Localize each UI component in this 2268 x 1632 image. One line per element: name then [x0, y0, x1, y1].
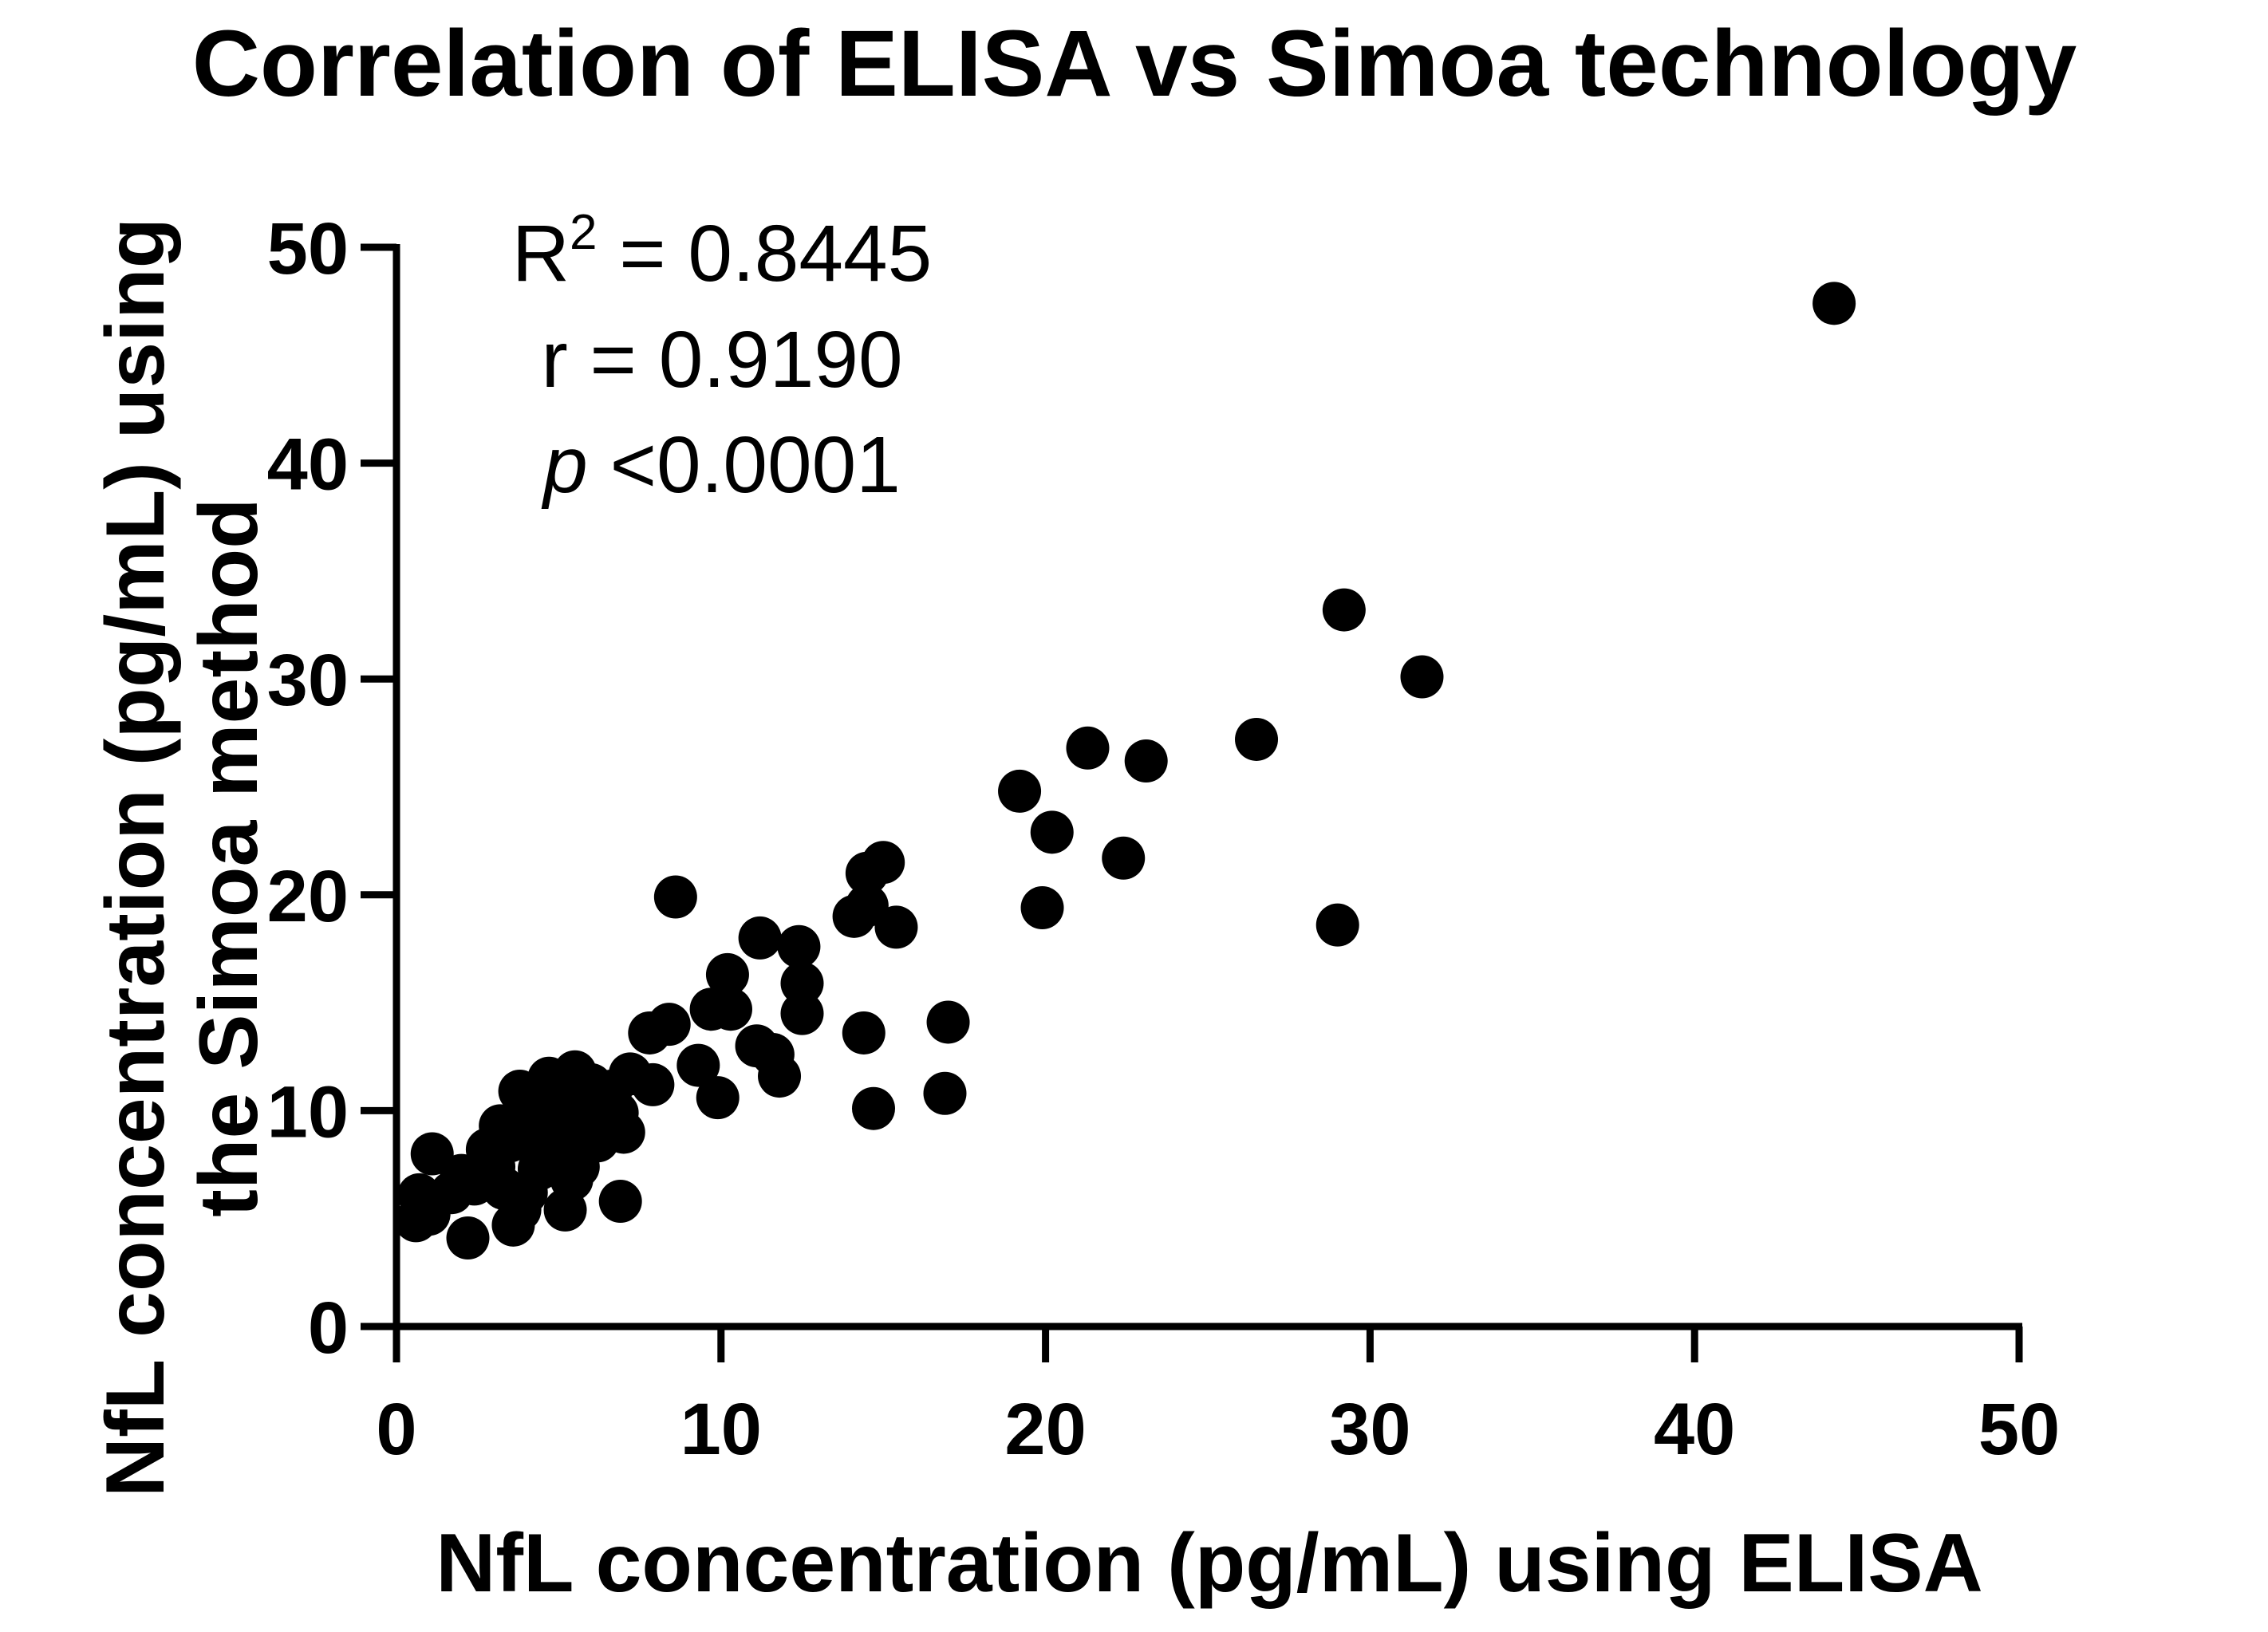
data-point [1322, 588, 1366, 632]
data-point [842, 1011, 886, 1054]
data-point [696, 1076, 740, 1120]
r2-prefix: R [512, 209, 570, 298]
data-point [845, 851, 889, 895]
y-tick-label: 0 [308, 1287, 349, 1369]
r2-superscript: 2 [570, 205, 597, 260]
data-point [1124, 739, 1168, 783]
r2-value: = 0.8445 [597, 209, 932, 298]
data-point [628, 1011, 672, 1054]
data-point [491, 1203, 535, 1247]
data-point [394, 1199, 438, 1243]
chart-title: Correlation of ELISA vs Simoa technology [192, 11, 2077, 116]
data-point [676, 1043, 720, 1087]
data-points [394, 282, 1856, 1260]
y-tick-label: 50 [267, 208, 349, 290]
data-point [738, 916, 782, 960]
data-point [758, 1054, 802, 1098]
x-tick-label: 50 [1978, 1389, 2060, 1470]
axes-layer [392, 244, 2022, 1330]
data-point [780, 961, 824, 1005]
data-point [851, 1086, 895, 1130]
x-tick-label: 0 [376, 1389, 416, 1470]
x-tick-label: 10 [680, 1389, 762, 1470]
data-point [595, 1091, 639, 1135]
data-point [926, 1000, 970, 1044]
data-point [735, 1024, 779, 1068]
data-point [598, 1180, 642, 1224]
p-symbol: p [541, 420, 588, 510]
x-tick-label: 30 [1329, 1389, 1410, 1470]
data-point [498, 1070, 542, 1114]
data-point [1235, 717, 1279, 761]
ticks-layer: 0 10 20 30 40 50 0 10 20 30 40 50 [267, 208, 2061, 1470]
data-point [1020, 886, 1064, 930]
p-value: <0.0001 [588, 420, 901, 510]
y-tick-label: 10 [267, 1071, 349, 1153]
data-point [446, 1216, 490, 1260]
data-point [1315, 903, 1359, 947]
data-point [410, 1132, 454, 1176]
x-tick-label: 20 [1004, 1389, 1086, 1470]
y-axis-label-line1: NfL concentration (pg/mL) using [89, 218, 182, 1497]
data-point [689, 987, 733, 1031]
y-tick-label: 40 [267, 424, 349, 506]
data-point [998, 769, 1042, 813]
data-point [1102, 836, 1146, 880]
data-point [845, 884, 889, 928]
r-squared-annotation: R2 = 0.8445 [512, 205, 933, 298]
p-value-annotation: p <0.0001 [541, 420, 901, 510]
pearson-r-annotation: r = 0.9190 [541, 315, 902, 404]
y-tick-label: 30 [267, 640, 349, 721]
data-point [777, 924, 821, 968]
x-axis-label: NfL concentration (pg/mL) using ELISA [436, 1517, 1982, 1610]
data-point [543, 1188, 587, 1232]
data-point [923, 1071, 967, 1115]
data-point [1400, 655, 1444, 699]
data-point [780, 991, 824, 1035]
data-point [653, 875, 697, 919]
data-point [1066, 726, 1110, 770]
x-tick-label: 40 [1654, 1389, 1735, 1470]
data-point [705, 952, 749, 996]
y-tick-label: 20 [267, 856, 349, 937]
data-point [1030, 810, 1074, 854]
stats-annotation: R2 = 0.8445 r = 0.9190 p <0.0001 [512, 205, 933, 510]
y-axis-label: NfL concentration (pg/mL) using the Simo… [89, 218, 275, 1497]
y-axis-label-line2: the Simoa method [183, 498, 275, 1216]
data-point [1812, 282, 1856, 325]
